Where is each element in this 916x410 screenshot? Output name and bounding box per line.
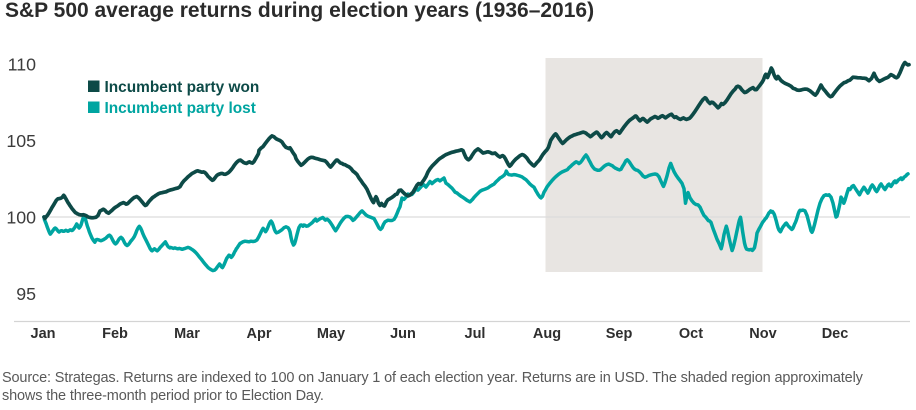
svg-text:Mar: Mar bbox=[174, 326, 200, 342]
svg-text:Aug: Aug bbox=[533, 326, 561, 342]
svg-text:Oct: Oct bbox=[679, 326, 703, 342]
svg-text:May: May bbox=[317, 326, 345, 342]
svg-text:100: 100 bbox=[6, 207, 36, 227]
svg-text:Dec: Dec bbox=[822, 326, 849, 342]
svg-text:Jul: Jul bbox=[465, 326, 486, 342]
svg-text:Apr: Apr bbox=[247, 326, 272, 342]
svg-text:Jan: Jan bbox=[31, 326, 56, 342]
svg-text:110: 110 bbox=[8, 54, 36, 74]
svg-text:Sep: Sep bbox=[606, 326, 633, 342]
svg-text:Feb: Feb bbox=[102, 326, 128, 342]
svg-text:Nov: Nov bbox=[749, 326, 776, 342]
svg-text:Incumbent party lost: Incumbent party lost bbox=[105, 100, 256, 117]
svg-text:105: 105 bbox=[6, 131, 36, 151]
svg-text:Jun: Jun bbox=[390, 326, 416, 342]
svg-text:Incumbent party won: Incumbent party won bbox=[105, 79, 260, 96]
svg-text:95: 95 bbox=[16, 284, 36, 304]
